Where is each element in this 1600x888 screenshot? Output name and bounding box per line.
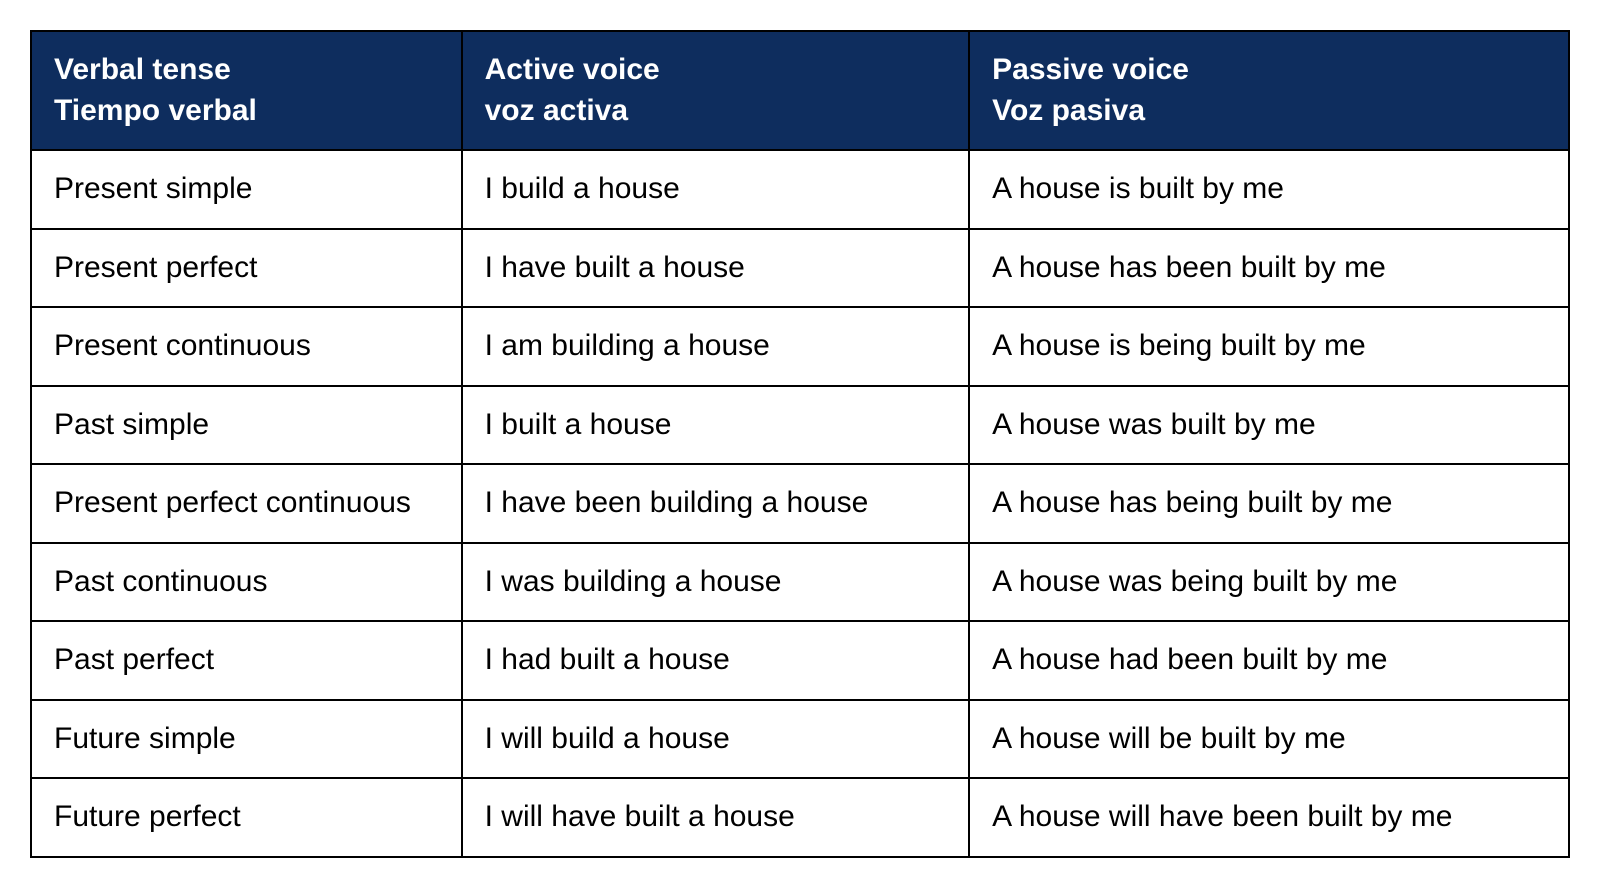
cell-passive: A house will be built by me [969, 700, 1569, 779]
cell-passive: A house is being built by me [969, 307, 1569, 386]
table-row: Present perfect continuous I have been b… [31, 464, 1569, 543]
header-line1: Verbal tense [54, 53, 231, 86]
table-body: Present simple I build a house A house i… [31, 150, 1569, 857]
header-line1: Passive voice [992, 53, 1189, 86]
header-line2: Voz pasiva [992, 94, 1145, 127]
cell-tense: Present simple [31, 150, 462, 229]
cell-tense: Present perfect [31, 229, 462, 308]
cell-tense: Present continuous [31, 307, 462, 386]
cell-active: I am building a house [462, 307, 970, 386]
cell-active: I had built a house [462, 621, 970, 700]
cell-tense: Future simple [31, 700, 462, 779]
cell-passive: A house was built by me [969, 386, 1569, 465]
header-line1: Active voice [485, 53, 660, 86]
cell-tense: Past perfect [31, 621, 462, 700]
cell-active: I have built a house [462, 229, 970, 308]
verb-tense-table: Verbal tense Tiempo verbal Active voice … [30, 30, 1570, 858]
cell-tense: Past continuous [31, 543, 462, 622]
header-line2: Tiempo verbal [54, 94, 257, 127]
cell-active: I have been building a house [462, 464, 970, 543]
header-passive-voice: Passive voice Voz pasiva [969, 31, 1569, 150]
cell-active: I built a house [462, 386, 970, 465]
header-active-voice: Active voice voz activa [462, 31, 970, 150]
table-row: Past simple I built a house A house was … [31, 386, 1569, 465]
cell-tense: Future perfect [31, 778, 462, 857]
cell-passive: A house is built by me [969, 150, 1569, 229]
cell-passive: A house will have been built by me [969, 778, 1569, 857]
table-row: Present perfect I have built a house A h… [31, 229, 1569, 308]
cell-passive: A house has been built by me [969, 229, 1569, 308]
cell-tense: Present perfect continuous [31, 464, 462, 543]
cell-active: I will have built a house [462, 778, 970, 857]
header-verbal-tense: Verbal tense Tiempo verbal [31, 31, 462, 150]
table-row: Future simple I will build a house A hou… [31, 700, 1569, 779]
cell-active: I build a house [462, 150, 970, 229]
cell-active: I was building a house [462, 543, 970, 622]
header-line2: voz activa [485, 94, 628, 127]
table-row: Past perfect I had built a house A house… [31, 621, 1569, 700]
cell-passive: A house had been built by me [969, 621, 1569, 700]
table-row: Present continuous I am building a house… [31, 307, 1569, 386]
cell-tense: Past simple [31, 386, 462, 465]
cell-passive: A house has being built by me [969, 464, 1569, 543]
cell-active: I will build a house [462, 700, 970, 779]
table-row: Present simple I build a house A house i… [31, 150, 1569, 229]
table-row: Past continuous I was building a house A… [31, 543, 1569, 622]
cell-passive: A house was being built by me [969, 543, 1569, 622]
table-header-row: Verbal tense Tiempo verbal Active voice … [31, 31, 1569, 150]
table-row: Future perfect I will have built a house… [31, 778, 1569, 857]
